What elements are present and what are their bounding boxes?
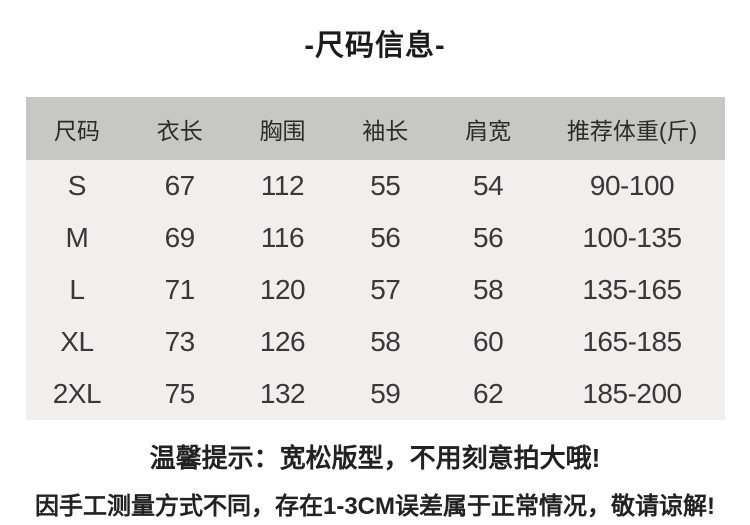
table-header-row: 尺码 衣长 胸围 袖长 肩宽 推荐体重(斤) — [25, 97, 725, 160]
cell-recommended-weight: 135-165 — [582, 274, 682, 305]
cell-recommended-weight: 90-100 — [589, 170, 675, 201]
header-cell-recommended-weight: 推荐体重(斤) — [566, 117, 698, 144]
size-table: 尺码 衣长 胸围 袖长 肩宽 推荐体重(斤) S 67 112 55 54 90… — [25, 97, 725, 420]
cell-size: M — [65, 222, 89, 253]
cell-sleeve-length: 55 — [370, 170, 401, 201]
cell-sleeve-length: 58 — [370, 326, 401, 357]
header-cell-garment-length: 衣长 — [156, 117, 203, 144]
cell-garment-length: 75 — [164, 378, 196, 409]
note-disclaimer: 因手工测量方式不同，存在1-3CM误差属于正常情况，敬请谅解! — [34, 493, 715, 520]
cell-shoulder-width: 54 — [473, 170, 504, 201]
cell-shoulder-width: 58 — [473, 274, 504, 305]
cell-sleeve-length: 56 — [370, 222, 401, 253]
header-cell-chest: 胸围 — [259, 117, 306, 144]
cell-garment-length: 67 — [164, 170, 196, 201]
cell-recommended-weight: 100-135 — [582, 222, 682, 253]
table-row-xl: XL 73 126 58 60 165-185 — [25, 316, 725, 368]
cell-shoulder-width: 56 — [473, 222, 504, 253]
cell-chest: 120 — [259, 274, 306, 305]
cell-chest: 116 — [260, 222, 305, 253]
table-row-s: S 67 112 55 54 90-100 — [25, 160, 725, 212]
cell-sleeve-length: 57 — [370, 274, 401, 305]
note-tip: 温馨提示：宽松版型，不用刻意拍大哦! — [149, 443, 601, 473]
cell-chest: 112 — [260, 170, 305, 201]
page-title: -尺码信息- — [304, 30, 446, 62]
cell-shoulder-width: 62 — [473, 378, 504, 409]
cell-garment-length: 69 — [164, 222, 196, 253]
cell-recommended-weight: 165-185 — [582, 326, 682, 357]
cell-chest: 132 — [259, 378, 306, 409]
cell-garment-length: 71 — [164, 274, 196, 305]
header-cell-size: 尺码 — [53, 117, 100, 144]
cell-size: L — [69, 274, 85, 305]
table-row-m: M 69 116 56 56 100-135 — [25, 212, 725, 264]
cell-chest: 126 — [259, 326, 306, 357]
cell-size: XL — [60, 326, 94, 357]
table-row-2xl: 2XL 75 132 59 62 185-200 — [25, 368, 725, 420]
header-cell-shoulder-width: 肩宽 — [465, 117, 512, 144]
cell-size: S — [67, 170, 87, 201]
cell-size: 2XL — [52, 378, 102, 409]
table-row-l: L 71 120 57 58 135-165 — [25, 264, 725, 316]
cell-shoulder-width: 60 — [473, 326, 504, 357]
header-cell-sleeve-length: 袖长 — [362, 117, 409, 144]
cell-sleeve-length: 59 — [370, 378, 401, 409]
cell-garment-length: 73 — [164, 326, 196, 357]
cell-recommended-weight: 185-200 — [582, 378, 682, 409]
